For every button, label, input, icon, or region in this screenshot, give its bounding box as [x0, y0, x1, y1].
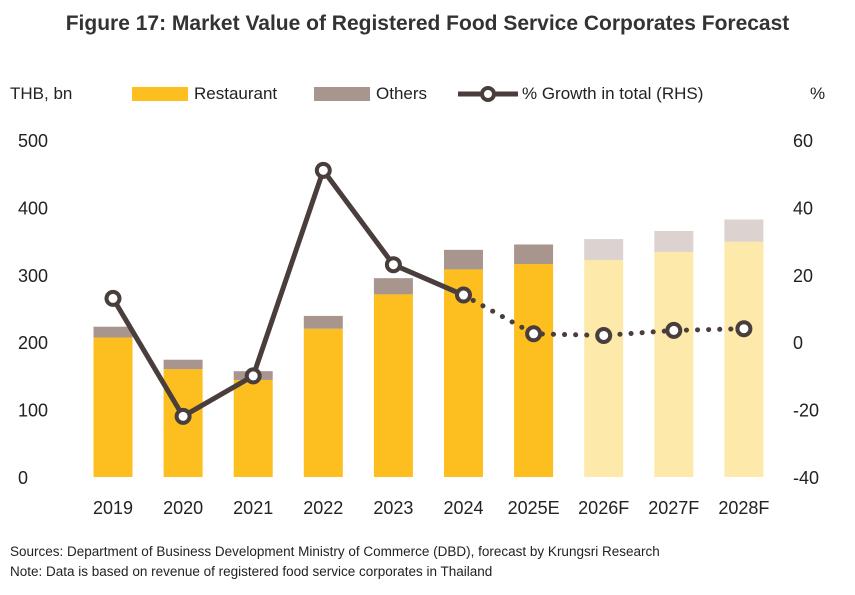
bar-restaurant [514, 264, 554, 477]
y-tick-label: 400 [18, 198, 48, 218]
x-tick-label: 2025E [508, 498, 560, 518]
y2-tick-label: 60 [793, 131, 813, 151]
growth-point [665, 321, 683, 339]
y-tick-label: 0 [18, 468, 28, 488]
growth-point [314, 161, 332, 179]
bar-restaurant [444, 269, 483, 477]
bar-restaurant [303, 328, 343, 477]
growth-point [525, 325, 543, 343]
legend-label-restaurant: Restaurant [194, 84, 278, 103]
bar-others [724, 219, 764, 242]
y-tick-label: 300 [18, 266, 48, 286]
bar-restaurant [93, 337, 133, 477]
bar-others [654, 230, 694, 252]
y2-tick-label: 0 [793, 333, 803, 353]
y2-tick-label: 40 [793, 198, 813, 218]
y2-tick-label: -40 [793, 468, 819, 488]
x-tick-label: 2027F [648, 498, 699, 518]
note-text: Note: Data is based on revenue of regist… [10, 564, 493, 579]
x-tick-label: 2021 [233, 498, 273, 518]
bar-others [93, 326, 133, 338]
y-tick-label: 200 [18, 333, 48, 353]
x-tick-label: 2026F [578, 498, 629, 518]
left-axis-unit: THB, bn [10, 84, 73, 103]
bar-restaurant [373, 294, 413, 477]
growth-point [735, 320, 753, 338]
growth-point [244, 367, 262, 385]
x-tick-label: 2024 [443, 498, 483, 518]
growth-point [384, 256, 402, 274]
bar-others [163, 359, 203, 370]
growth-point [174, 407, 192, 425]
y2-tick-label: -20 [793, 401, 819, 421]
bar-others [373, 278, 413, 295]
legend: Restaurant Others % Growth in total (RHS… [0, 82, 855, 106]
x-tick-label: 2028F [718, 498, 769, 518]
y-tick-label: 500 [18, 131, 48, 151]
legend-marker-growth [458, 86, 518, 102]
legend-swatch-others [314, 87, 370, 101]
bar-others [514, 244, 554, 265]
right-axis-unit: % [810, 84, 826, 103]
growth-line-forecast [461, 292, 747, 338]
sources-text: Sources: Department of Business Developm… [10, 544, 660, 559]
x-tick-label: 2022 [303, 498, 343, 518]
legend-item-restaurant: Restaurant [132, 82, 277, 106]
bar-others [584, 239, 624, 260]
bar-restaurant [654, 251, 694, 477]
growth-point [595, 326, 613, 344]
bar-restaurant [724, 241, 764, 477]
x-tick-label: 2023 [373, 498, 413, 518]
x-tick-label: 2019 [93, 498, 133, 518]
growth-point [104, 289, 122, 307]
y-tick-label: 100 [18, 401, 48, 421]
legend-item-others: Others [314, 82, 427, 106]
y2-tick-label: 20 [793, 266, 813, 286]
bar-others [303, 315, 343, 329]
legend-label-growth: % Growth in total (RHS) [522, 84, 704, 103]
growth-line-actual [110, 167, 465, 419]
growth-point [455, 286, 472, 304]
legend-item-growth: % Growth in total (RHS) [458, 82, 703, 106]
legend-swatch-restaurant [132, 87, 188, 101]
legend-label-others: Others [376, 84, 428, 103]
x-tick-label: 2020 [163, 498, 203, 518]
chart-title: Figure 17: Market Value of Registered Fo… [65, 12, 790, 35]
bar-others [444, 249, 483, 270]
bar-restaurant [233, 379, 273, 477]
bar-restaurant [584, 259, 624, 477]
